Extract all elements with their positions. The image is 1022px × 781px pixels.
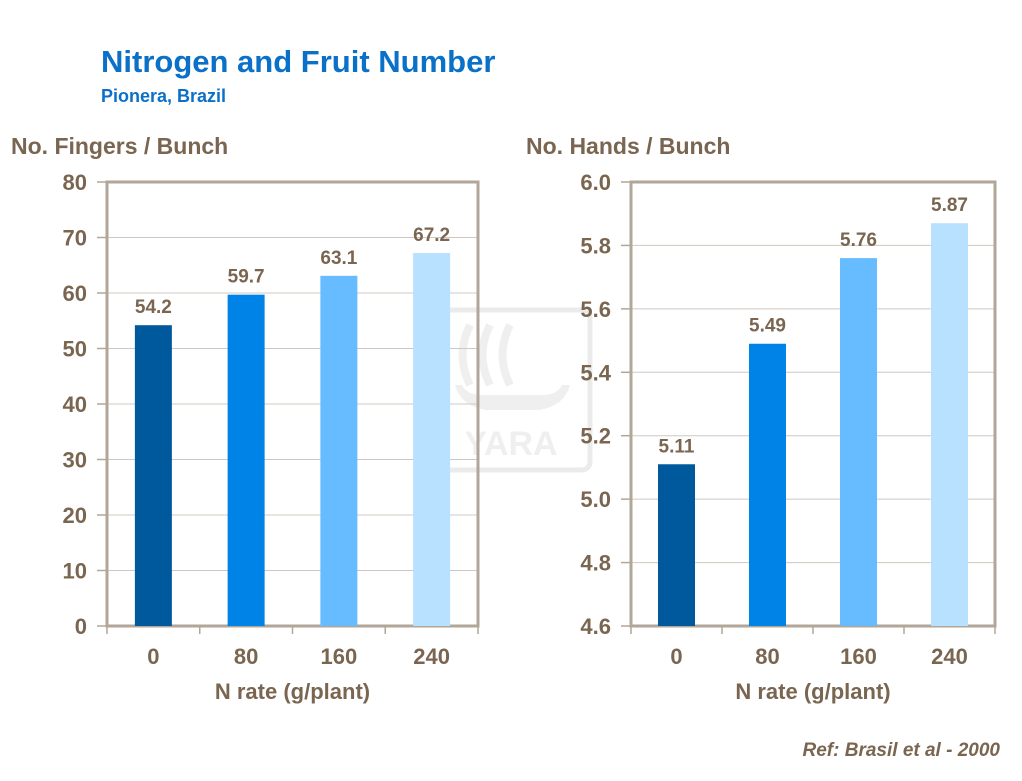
data-label: 5.87 [931,195,968,216]
y-tick-label: 4.6 [580,614,611,639]
x-tick-label: 0 [147,644,159,669]
chart1-ylabel: No. Fingers / Bunch [11,133,229,159]
reference: Ref: Brasil et al - 2000 [802,740,1000,761]
bar-80 [749,343,786,626]
y-tick-label: 60 [63,281,87,306]
bar-240 [931,223,968,626]
x-tick-label: 240 [931,644,968,669]
data-label: 5.11 [659,436,695,457]
y-tick-label: 70 [63,226,87,251]
x-tick-label: 160 [840,644,877,669]
y-tick-label: 5.0 [580,487,611,512]
y-tick-label: 40 [63,392,87,417]
y-tick-label: 20 [63,503,87,528]
y-tick-label: 5.8 [580,233,611,258]
yara-watermark: YARA [429,307,593,473]
x-tick-label: 80 [234,644,258,669]
y-tick-label: 80 [63,170,87,195]
x-axis-label: N rate (g/plant) [735,679,890,704]
bar-0 [658,464,695,626]
x-tick-label: 160 [321,644,358,669]
x-tick-label: 0 [670,644,682,669]
y-tick-label: 5.2 [580,424,611,449]
bar-240 [413,253,451,627]
y-tick-label: 30 [63,448,87,473]
bar-80 [227,294,265,626]
data-label: 59.7 [228,267,265,288]
chart-hands: 4.6 4.8 5.0 5.2 5.4 5.6 5.8 6.0 5.11 0 5.49 80 5.76 1… [580,170,997,704]
y-tick-label: 10 [63,559,87,584]
watermark-sails [458,323,514,387]
data-label: 63.1 [320,248,357,269]
y-tick-label: 4.8 [580,551,611,576]
y-tick-label: 0 [75,614,87,639]
bar-0 [134,325,172,626]
y-tick-label: 5.4 [580,360,611,385]
chart2-ylabel: No. Hands / Bunch [526,133,731,159]
x-tick-label: 240 [413,644,450,669]
data-label: 5.76 [840,230,877,251]
data-label: 5.49 [749,316,786,337]
x-axis-label: N rate (g/plant) [215,679,370,704]
watermark-text: YARA [464,425,557,463]
chart-fingers: 0 10 20 30 40 50 60 70 80 54.2 0 59.7 80 63.1 160 67.2 2… [63,170,480,704]
data-label: 67.2 [413,225,450,246]
slide-title: Nitrogen and Fruit Number [101,44,496,79]
watermark-ship [455,385,570,410]
bar-160 [320,275,358,626]
y-tick-label: 50 [63,337,87,362]
y-tick-label: 6.0 [580,170,611,195]
y-tick-label: 5.6 [580,297,611,322]
slide-subtitle: Pionera, Brazil [101,86,227,106]
x-tick-label: 80 [755,644,779,669]
bar-160 [840,258,877,626]
data-label: 54.2 [135,297,172,318]
